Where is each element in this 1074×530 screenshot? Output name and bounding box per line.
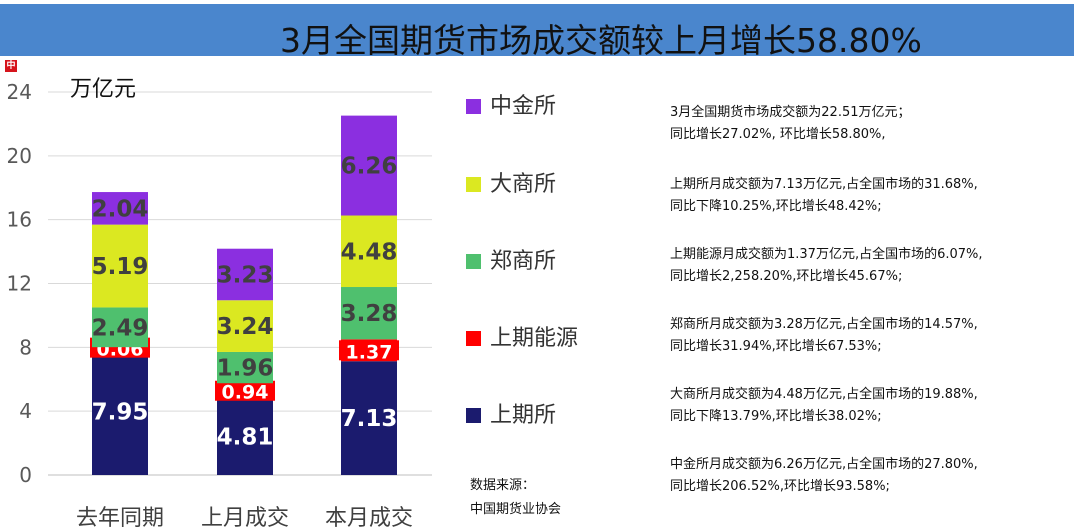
bar-segment xyxy=(217,300,273,352)
data-label: 7.95 xyxy=(92,400,149,426)
data-label: 3.23 xyxy=(217,262,274,288)
source-value: 中国期货业协会 xyxy=(470,502,562,517)
y-tick-label: 0 xyxy=(19,463,32,487)
note-line: 3月全国期货市场成交额为22.51万亿元； xyxy=(670,105,911,120)
legend-swatch xyxy=(466,99,481,114)
note-block: 上期所月成交额为7.13万亿元,占全国市场的31.68%, 同比下降10.25%,… xyxy=(670,174,978,218)
bar-segment xyxy=(217,248,273,301)
legend-item: 上期能源 xyxy=(466,320,578,352)
legend-label: 上期所 xyxy=(490,403,557,428)
note-line: 同比增长2,258.20%,环比增长45.67%; xyxy=(670,269,903,284)
legend-swatch xyxy=(466,254,481,269)
y-axis-unit-label: 万亿元 xyxy=(70,77,136,102)
data-label: 4.81 xyxy=(217,425,274,451)
bar-segment xyxy=(92,224,148,308)
data-label-background xyxy=(215,380,275,401)
data-source: 数据来源： 中国期货业协会 xyxy=(470,474,561,522)
y-tick-label: 4 xyxy=(19,399,32,423)
note-line: 上期所月成交额为7.13万亿元,占全国市场的31.68%, xyxy=(670,177,978,192)
data-label-background xyxy=(339,340,399,361)
title-bar: 3月全国期货市场成交额较上月增长58.80% xyxy=(0,4,1074,60)
note-line: 同比下降13.79%,环比增长38.02%; xyxy=(670,409,882,424)
x-tick-label: 去年同期 xyxy=(76,506,164,530)
data-label: 6.26 xyxy=(341,154,398,180)
note-block: 上期能源月成交额为1.37万亿元,占全国市场的6.07%, 同比增长2,258.2… xyxy=(670,244,983,288)
y-tick-label: 20 xyxy=(7,144,32,168)
logo-icon: 中期 xyxy=(5,60,17,83)
note-line: 郑商所月成交额为3.28万亿元,占全国市场的14.57%, xyxy=(670,317,978,332)
bar-segment xyxy=(217,351,273,384)
legend-item: 郑商所 xyxy=(466,243,556,275)
legend-item: 大商所 xyxy=(466,166,556,198)
y-tick-label: 16 xyxy=(7,208,32,232)
note-line: 同比增长31.94%,环比增长67.53%; xyxy=(670,339,882,354)
chart-title: 3月全国期货市场成交额较上月增长58.80% xyxy=(280,21,922,60)
note-block: 3月全国期货市场成交额为22.51万亿元； 同比增长27.02%, 环比增长58.… xyxy=(670,102,911,146)
data-label: 7.13 xyxy=(341,406,398,432)
note-line: 同比增长206.52%,环比增长93.58%; xyxy=(670,479,890,494)
data-label: 2.04 xyxy=(92,196,149,222)
data-label: 5.19 xyxy=(92,254,149,280)
data-label: 4.48 xyxy=(341,239,398,265)
bar-segment xyxy=(92,348,148,475)
note-line: 中金所月成交额为6.26万亿元,占全国市场的27.80%, xyxy=(670,457,978,472)
data-label: 2.49 xyxy=(92,315,149,341)
legend-swatch xyxy=(466,177,481,192)
data-label: 1.96 xyxy=(217,356,274,382)
data-label: 3.28 xyxy=(341,301,398,327)
legend-label: 郑商所 xyxy=(490,249,557,274)
legend-label: 中金所 xyxy=(490,94,557,119)
legend-label: 大商所 xyxy=(490,172,557,197)
y-tick-label: 24 xyxy=(7,80,32,104)
bar-segment xyxy=(341,287,397,340)
note-line: 上期能源月成交额为1.37万亿元,占全国市场的6.07%, xyxy=(670,247,983,262)
data-label: 3.24 xyxy=(217,314,274,340)
bar-segment xyxy=(341,361,397,475)
x-tick-label: 本月成交 xyxy=(325,506,413,530)
legend-swatch xyxy=(466,408,481,423)
note-line: 大商所月成交额为4.48万亿元,占全国市场的19.88%, xyxy=(670,387,978,402)
legend-label: 上期能源 xyxy=(490,326,579,351)
note-block: 大商所月成交额为4.48万亿元,占全国市场的19.88%, 同比下降13.79%,… xyxy=(670,384,978,428)
x-tick-label: 上月成交 xyxy=(201,506,289,530)
legend-swatch xyxy=(466,331,481,346)
legend-item: 中金所 xyxy=(466,88,556,120)
data-label: 1.37 xyxy=(346,341,393,363)
data-label: 0.94 xyxy=(222,382,269,404)
bar-segment xyxy=(341,115,397,216)
y-tick-label: 12 xyxy=(7,272,32,296)
y-tick-label: 8 xyxy=(19,335,32,359)
legend-item: 上期所 xyxy=(466,397,556,429)
bar-segment xyxy=(217,398,273,475)
bar-segment xyxy=(92,192,148,225)
bar-segment xyxy=(341,215,397,288)
bar-segment xyxy=(92,307,148,348)
note-line: 同比增长27.02%, 环比增长58.80%, xyxy=(670,127,886,142)
note-block: 郑商所月成交额为3.28万亿元,占全国市场的14.57%, 同比增长31.94%,… xyxy=(670,314,978,358)
note-line: 同比下降10.25%,环比增长48.42%; xyxy=(670,199,882,214)
source-label: 数据来源： xyxy=(470,478,536,493)
note-block: 中金所月成交额为6.26万亿元,占全国市场的27.80%, 同比增长206.52%… xyxy=(670,454,978,498)
